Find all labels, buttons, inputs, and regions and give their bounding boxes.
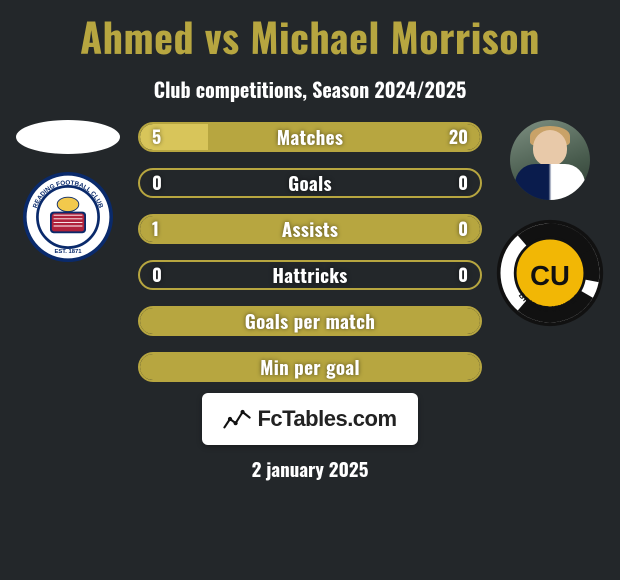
bar-value-right: 0 (458, 170, 468, 196)
comparison-card: Ahmed vs Michael Morrison Club competiti… (0, 0, 620, 580)
bar-row: Goals per match (138, 306, 482, 336)
reading-fc-crest-icon: READING FOOTBALL CLUB EST. 1871 (23, 172, 113, 262)
bar-value-left: 0 (152, 170, 162, 196)
club-right-logo: CU ·BRIDGE UNITED· (495, 218, 605, 328)
page-subtitle: Club competitions, Season 2024/2025 (0, 74, 620, 104)
bar-value-left: 0 (152, 262, 162, 288)
bar-row: Min per goal (138, 352, 482, 382)
player-right-column: CU ·BRIDGE UNITED· (490, 120, 610, 328)
player-right-photo (510, 120, 590, 200)
watermark-badge: FcTables.com (202, 393, 418, 445)
cambridge-united-crest-icon: CU ·BRIDGE UNITED· (495, 218, 605, 328)
bar-left-fill (140, 216, 480, 242)
club-left-logo: READING FOOTBALL CLUB EST. 1871 (23, 172, 113, 262)
bar-row: Assists10 (138, 214, 482, 244)
fctables-logo-icon (223, 407, 251, 431)
watermark-text: FcTables.com (257, 406, 396, 432)
bar-category-label: Hattricks (140, 261, 480, 289)
svg-text:EST. 1871: EST. 1871 (55, 249, 83, 255)
bar-row: Matches520 (138, 122, 482, 152)
bar-row: Hattricks0 0 (138, 260, 482, 290)
footer-date: 2 january 2025 (0, 455, 620, 483)
comparison-bars: Matches520Goals00Assists10Hattricks00Goa… (138, 122, 482, 398)
bar-row: Goals0 0 (138, 168, 482, 198)
bar-value-right: 0 (458, 262, 468, 288)
player-left-photo-placeholder (16, 120, 120, 154)
player-left-column: READING FOOTBALL CLUB EST. 1871 (8, 120, 128, 262)
bar-category-label: Goals (140, 169, 480, 197)
bar-right-fill (208, 124, 480, 150)
svg-text:CU: CU (530, 260, 570, 291)
page-title: Ahmed vs Michael Morrison (0, 0, 620, 66)
bar-left-fill (140, 124, 208, 150)
